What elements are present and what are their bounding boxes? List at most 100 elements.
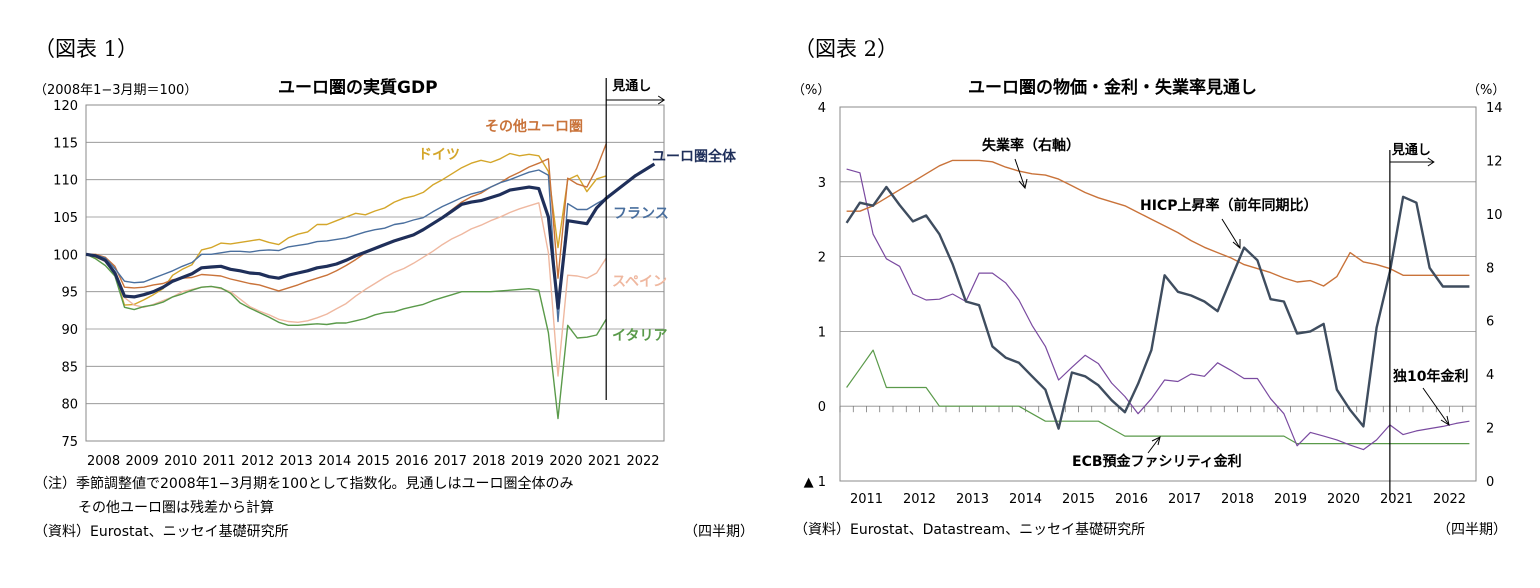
x-tick-label: 2012 [903,492,936,507]
label-germany: ドイツ [418,147,460,163]
y-tick-label: 90 [61,323,78,338]
annotation-hicp: HICP上昇率（前年同期比） [1140,197,1317,214]
x-tick-label: 2022 [626,454,659,469]
x-tick-label: 2020 [1327,492,1360,507]
figure-2-series-lines [845,159,1470,451]
series-line-euro-total [85,162,656,310]
x-tick-label: 2008 [87,454,120,469]
figure-2-unit-left: （%） [792,83,830,98]
right-y-tick-label: 6 [1486,315,1494,330]
figure-1-gridlines [86,104,664,442]
y-tick-label: 115 [53,136,78,151]
right-y-tick-label: 4 [1486,368,1494,383]
x-tick-label: 2015 [357,454,390,469]
annotation-bund: 独10年金利 [1393,368,1468,385]
x-tick-label: 2016 [1115,492,1148,507]
x-tick-label: 2012 [241,454,274,469]
series-line-unemployment [846,159,1470,287]
x-tick-label: 2017 [434,454,467,469]
x-tick-label: 2013 [956,492,989,507]
figure-2-label: （図表 2） [794,37,898,61]
figure-1-plot-area [85,104,665,442]
figure-1-x-tick-labels: 2008 2009 2010 2011 2012 2013 2014 2015 2016 2017… [87,454,660,469]
x-tick-label: 2021 [1380,492,1413,507]
right-y-tick-label: 14 [1486,101,1503,116]
arrow-head-icon [1440,415,1450,427]
figure-1-period: （四半期） [684,524,754,540]
right-y-tick-label: 8 [1486,261,1494,276]
x-tick-label: 2014 [1009,492,1042,507]
figure-1-label: （図表 1） [34,37,138,61]
left-y-tick-label: 3 [818,176,826,191]
x-tick-label: 2016 [395,454,428,469]
figure-1-y-tick-labels: 75 80 85 90 95 100 105 110 115 120 [53,99,78,450]
x-tick-label: 2013 [280,454,313,469]
figure-2-plot-area [839,106,1477,482]
y-tick-label: 100 [53,248,78,263]
left-y-tick-label: 4 [818,101,826,116]
label-spain: スペイン [612,274,667,290]
y-tick-label: 105 [53,211,78,226]
figure-2-x-tick-labels: 2011 2012 2013 2014 2015 2016 2017 2018 2019 2020… [850,492,1466,507]
left-y-tick-label: 2 [818,251,826,266]
forecast-arrow-head-icon [1427,157,1435,167]
label-euro-total: ユーロ圏全体 [652,148,737,165]
y-tick-label: 120 [53,99,78,114]
figure-2-forecast-marker: 見通し [1389,142,1435,500]
x-tick-label: 2011 [203,454,236,469]
annotation-unemployment: 失業率（右軸） [982,137,1080,154]
x-tick-label: 2009 [126,454,159,469]
figure-1-forecast-marker: 見通し [605,78,666,400]
arrow-head-icon [1018,178,1028,190]
right-y-tick-label: 2 [1486,422,1494,437]
annotation-bund-leader [1422,387,1450,426]
figure-1-note-line-1: （注）季節調整値で2008年1−3月期を100として指数化。見通しはユーロ圏全体… [34,475,573,492]
figure-1: （図表 1） （2008年1−3月期＝100） ユーロ圏の実質GDP 75 80 8… [34,37,754,540]
x-tick-label: 2022 [1433,492,1466,507]
x-tick-label: 2019 [511,454,544,469]
figure-1-series-labels: その他ユーロ圏 ドイツ ユーロ圏全体 フランス スペイン イタリア [418,118,737,344]
x-tick-label: 2020 [549,454,582,469]
label-italy: イタリア [612,328,667,344]
x-tick-label: 2018 [1221,492,1254,507]
y-tick-label: 110 [53,174,78,189]
figure-2-unit-right: （%） [1467,83,1505,98]
figure-1-unit: （2008年1−3月期＝100） [34,83,197,98]
y-tick-label: 75 [61,435,78,450]
arrow-head-icon [1232,239,1241,250]
x-tick-label: 2019 [1274,492,1307,507]
y-tick-label: 85 [61,360,78,375]
annotation-hicp-leader [1221,218,1241,249]
x-tick-label: 2014 [318,454,351,469]
figure-1-title: ユーロ圏の実質GDP [278,77,438,98]
y-tick-label: 95 [61,286,78,301]
figure-1-series-lines [85,143,656,420]
figure-2-source: （資料）Eurostat、Datastream、ニッセイ基礎研究所 [794,521,1145,538]
series-line-france [85,169,607,323]
series-line-hicp [845,185,1470,430]
figure-2-annotations: 失業率（右軸） HICP上昇率（前年同期比） 独10年金利 ECB預金ファシリテ… [982,137,1468,470]
y-tick-label: 80 [61,398,78,413]
figure-1-source: （資料）Eurostat、ニッセイ基礎研究所 [34,523,289,540]
figure-2-gridlines [839,106,1476,482]
x-tick-label: 2010 [164,454,197,469]
right-y-tick-label: 12 [1486,154,1503,169]
forecast-label: 見通し [611,78,651,94]
figure-2-title: ユーロ圏の物価・金利・失業率見通し [968,77,1257,98]
figure-2: （図表 2） （%） （%） ユーロ圏の物価・金利・失業率見通し ▲ 10123… [792,37,1507,538]
left-y-tick-label: 0 [818,400,826,415]
annotation-ecb: ECB預金ファシリティ金利 [1072,453,1242,470]
left-y-tick-label: 1 [818,325,826,340]
label-other-euro: その他ユーロ圏 [485,118,583,135]
forecast-arrow-head-icon [657,95,666,105]
figure-1-note-line-2: その他ユーロ圏は残差から計算 [78,500,274,516]
series-line-germany [85,152,607,306]
series-line-italy [85,253,607,420]
annotation-ecb-leader [1147,436,1161,454]
figure-2-right-y-tick-labels: 0 2 4 6 8 10 12 14 [1486,101,1503,490]
left-y-tick-label: ▲ 1 [804,475,826,490]
x-tick-label: 2021 [588,454,621,469]
arrow-head-icon [1151,436,1161,446]
right-y-tick-label: 0 [1486,475,1494,490]
